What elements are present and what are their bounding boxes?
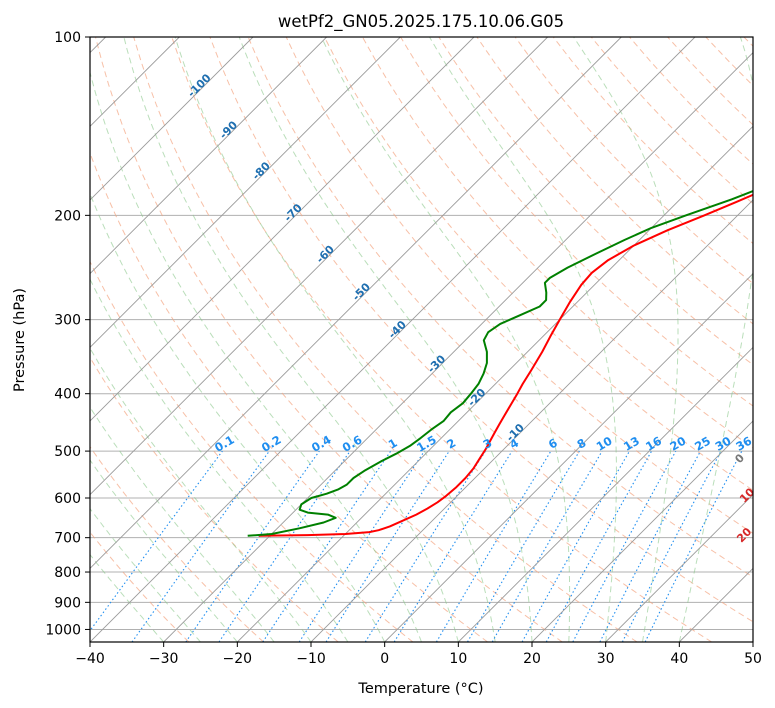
- mixing-ratio-line-1_5: [298, 450, 425, 642]
- isotherm-0: [384, 273, 753, 642]
- x-tick-label-10: 10: [449, 651, 467, 667]
- dry-adiabat-0: [90, 260, 414, 642]
- dry-adiabat-m10: [90, 356, 339, 642]
- axes-frame: [89, 36, 754, 643]
- isotherm-10: [458, 346, 753, 642]
- moist-adiabat-15: [174, 37, 496, 642]
- isotherm-m90: [90, 37, 327, 275]
- y-tick-label-1000: 1000: [45, 622, 81, 638]
- isotherm-30: [605, 494, 753, 642]
- isotherm-m70: [90, 37, 475, 422]
- moist-adiabat-m15: [90, 406, 275, 642]
- isotherm-m100: [90, 37, 254, 201]
- x-tick-label-30: 30: [597, 651, 615, 667]
- y-tick-label-500: 500: [54, 444, 81, 460]
- mixing-ratio-label-30: 30: [713, 434, 734, 454]
- moist-adiabat-m30: [90, 553, 165, 642]
- y-tick-label-100: 100: [54, 30, 81, 46]
- y-tick-label-700: 700: [54, 531, 81, 547]
- x-tick-label-m40: −40: [75, 651, 105, 667]
- mixing-ratio-label-16: 16: [643, 434, 664, 454]
- isotherm-m50: [90, 37, 622, 569]
- adiabat-label-20: 20: [734, 525, 754, 545]
- dry-adiabat-30: [133, 37, 638, 642]
- adiabat-label-30: 30: [752, 559, 772, 579]
- plot-background: [90, 37, 753, 642]
- dry-adiabat-40: [171, 37, 712, 642]
- x-tick-label-50: 50: [744, 651, 762, 667]
- moist-adiabat-5: [90, 70, 422, 642]
- x-tick-label-m10: −10: [296, 651, 326, 667]
- x-axis-ticks: −40 −30 −20 −10 0 10 20 30 40 50: [75, 642, 762, 667]
- dry-adiabats: [90, 37, 753, 642]
- dry-adiabat-20: [95, 37, 563, 642]
- mixing-ratio-label-36: 36: [733, 434, 754, 454]
- moist-adiabats: [90, 37, 753, 642]
- isotherm-lines: [90, 37, 753, 642]
- moist-adiabat-35: [573, 37, 679, 642]
- x-tick-label-m20: −20: [223, 651, 253, 667]
- y-tick-label-900: 900: [54, 595, 81, 611]
- x-tick-label-40: 40: [670, 651, 688, 667]
- x-tick-label-m30: −30: [149, 651, 179, 667]
- moist-adiabat-m20: [90, 459, 238, 642]
- isotherm-m60: [90, 37, 548, 496]
- mixing-ratio-line-0_4: [185, 450, 320, 642]
- isotherm-m10: [310, 199, 753, 642]
- moist-adiabat-0: [90, 192, 386, 642]
- mixing-ratio-line-0_1: [90, 450, 223, 632]
- isotherm-m30: [163, 52, 753, 642]
- mixing-ratio-label-25: 25: [692, 434, 713, 454]
- x-tick-label-20: 20: [523, 651, 541, 667]
- moist-adiabat-m5: [90, 278, 349, 642]
- mixing-ratio-line-0_6: [218, 450, 351, 642]
- chart-title: wetPf2_GN05.2025.175.10.06.G05: [278, 12, 564, 32]
- y-axis-ticks: 100 200 300 400 500 600 700 800 900 1000: [45, 30, 90, 638]
- sounding-trace-1: [258, 193, 753, 537]
- mixing-ratio-lines: [90, 450, 743, 642]
- moist-adiabat-10: [123, 37, 459, 642]
- moist-adiabat-30: [429, 37, 617, 642]
- isotherm-20: [531, 420, 753, 642]
- isotherm-m20: [237, 125, 753, 642]
- mixing-ratio-line-4: [393, 450, 513, 642]
- y-tick-label-800: 800: [54, 565, 81, 581]
- dry-adiabat-m20: [90, 445, 264, 642]
- moist-adiabat-25: [320, 37, 571, 642]
- moist-adiabat-40: [678, 37, 753, 642]
- dry-adiabat-70: [285, 37, 753, 535]
- mixing-ratio-line-13: [521, 450, 630, 642]
- mixing-ratio-line-0_2: [131, 450, 270, 642]
- sounding-profiles: [247, 189, 753, 537]
- y-tick-label-200: 200: [54, 208, 81, 224]
- moist-adiabat-m25: [90, 507, 201, 642]
- mixing-ratio-line-20: [572, 450, 677, 642]
- dry-adiabat-60: [247, 37, 753, 578]
- sounding-trace-2: [247, 189, 753, 537]
- y-tick-label-300: 300: [54, 313, 81, 329]
- isotherm-m80: [90, 37, 401, 348]
- x-tick-label-0: 0: [380, 651, 389, 667]
- plot-area: 0.1 0.2 0.4 0.6 1 1.5 2 3 4 6 8 10 13 16 20 25 30 36-100-…: [90, 37, 772, 642]
- y-axis-label: Pressure (hPa): [12, 288, 28, 392]
- mixing-ratio-line-1: [262, 450, 392, 642]
- y-tick-label-600: 600: [54, 491, 81, 507]
- x-axis-label: Temperature (°C): [357, 681, 483, 697]
- dry-adiabat-50: [209, 37, 753, 623]
- mixing-ratio-label-13: 13: [621, 434, 642, 454]
- mixing-ratio-line-2: [325, 450, 450, 642]
- isotherm-m40: [90, 37, 696, 642]
- dry-adiabat-80: [323, 37, 753, 491]
- y-tick-label-400: 400: [54, 387, 81, 403]
- mixing-ratio-line-16: [545, 450, 653, 642]
- mixing-ratio-label-20: 20: [667, 434, 688, 454]
- mixing-ratio-line-36: [644, 450, 743, 642]
- dry-adiabat-120: [476, 37, 753, 325]
- mixing-ratio-label-10: 10: [594, 434, 615, 454]
- moist-adiabat-20: [238, 37, 533, 642]
- dry-adiabat-130: [514, 37, 753, 285]
